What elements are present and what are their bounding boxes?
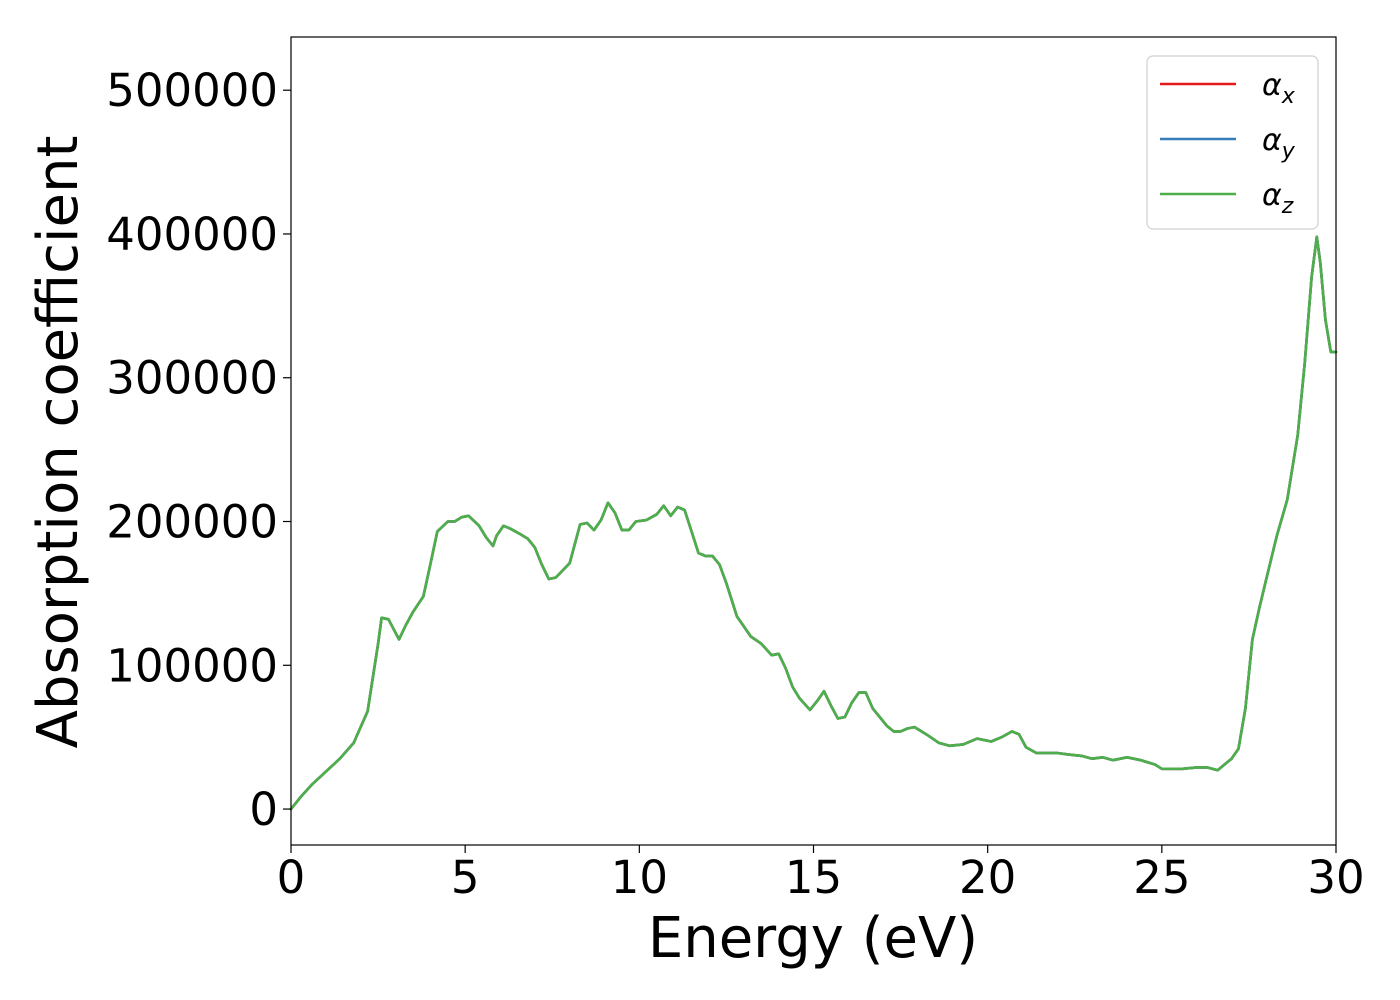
y-axis-ticks: 0 100000 200000 300000 400000 500000 — [106, 64, 291, 836]
legend-label-z: αz — [1262, 178, 1294, 219]
series-layer — [289, 235, 1338, 811]
x-tick-label: 20 — [959, 851, 1016, 904]
y-tick-label: 100000 — [106, 639, 278, 692]
y-axis-label: Absorption coefficient — [26, 136, 91, 749]
x-tick-label: 0 — [277, 851, 306, 904]
legend-symbol: α — [1262, 123, 1282, 158]
y-tick-label: 400000 — [106, 208, 278, 261]
series-line-alpha-z — [289, 235, 1338, 811]
x-tick-label: 25 — [1133, 851, 1190, 904]
legend-subscript: z — [1281, 194, 1294, 219]
legend-symbol: α — [1262, 68, 1282, 103]
x-axis-label: Energy (eV) — [648, 906, 978, 971]
legend-subscript: y — [1281, 139, 1296, 164]
x-tick-label: 30 — [1307, 851, 1364, 904]
legend-symbol: α — [1262, 178, 1282, 213]
legend-box — [1146, 55, 1319, 230]
legend-subscript: x — [1281, 84, 1296, 109]
y-tick-label: 500000 — [106, 64, 278, 117]
legend-label-y: αy — [1262, 123, 1296, 164]
x-tick-label: 10 — [611, 851, 668, 904]
x-tick-label: 5 — [451, 851, 480, 904]
x-tick-label: 15 — [785, 851, 842, 904]
y-tick-label: 200000 — [106, 496, 278, 549]
legend-label-x: αx — [1262, 68, 1296, 109]
x-axis-ticks: 0 5 10 15 20 25 30 — [277, 845, 1365, 904]
y-tick-label: 0 — [249, 783, 278, 836]
y-tick-label: 300000 — [106, 352, 278, 405]
